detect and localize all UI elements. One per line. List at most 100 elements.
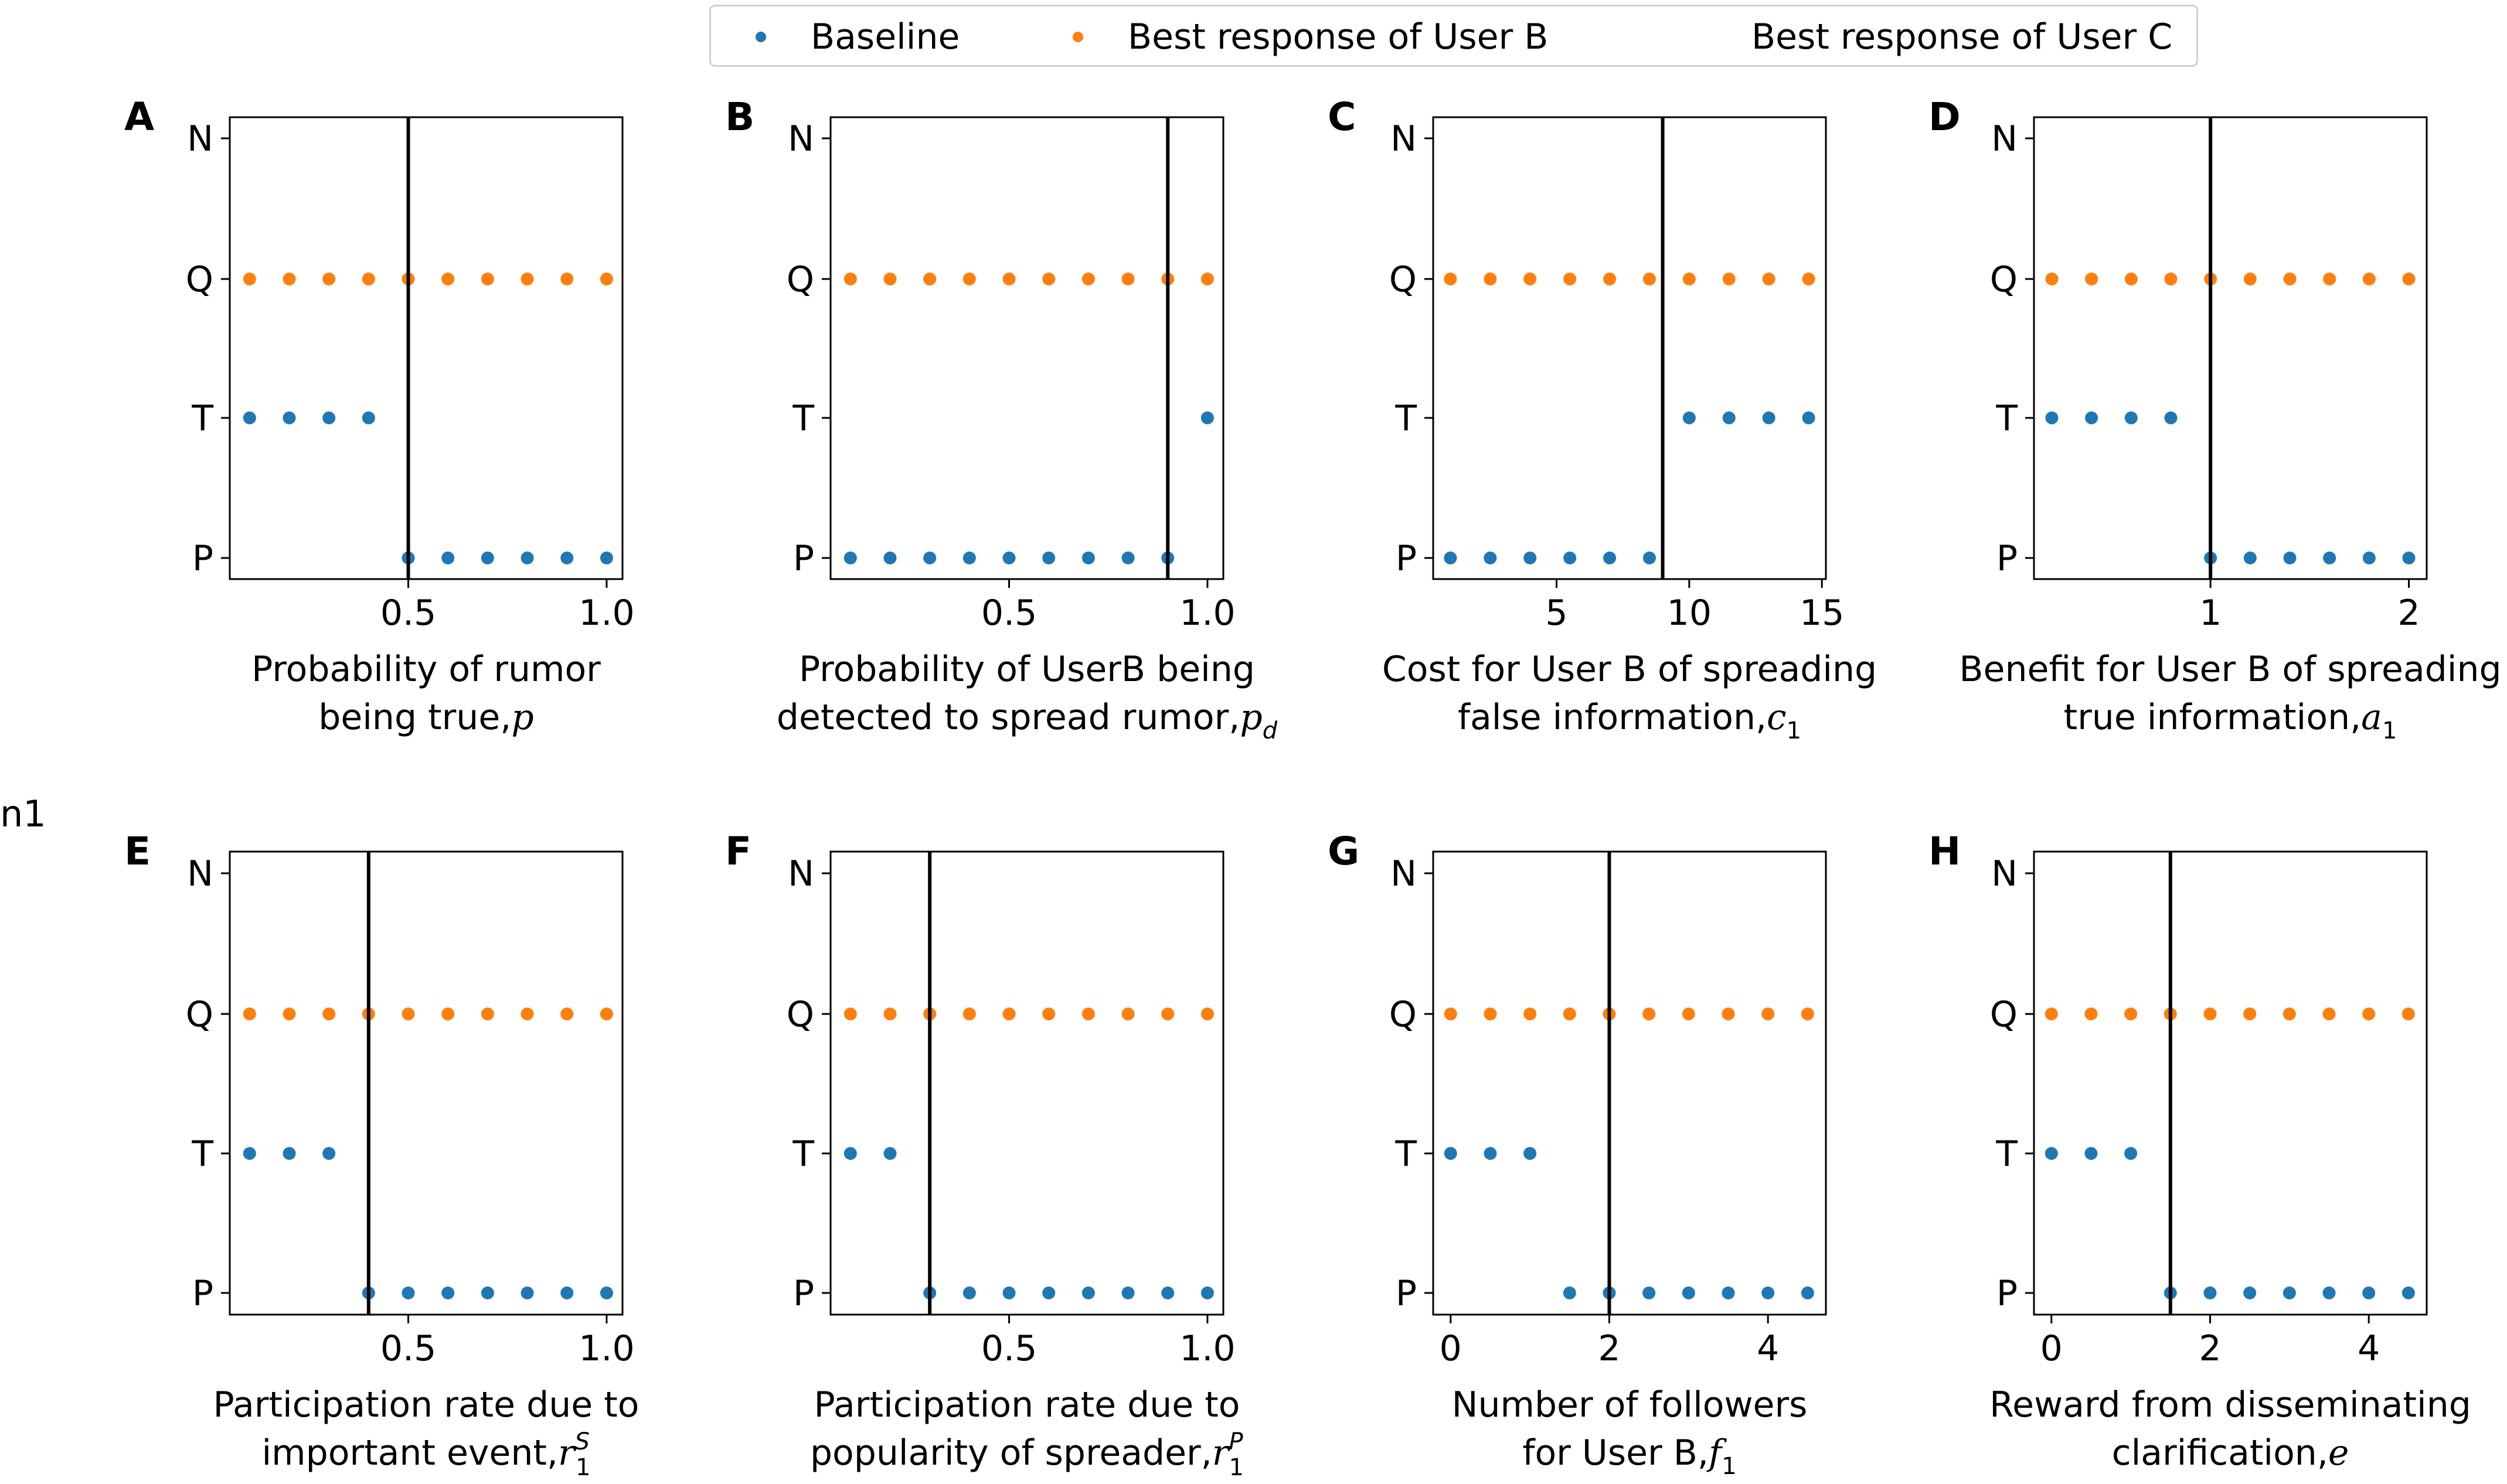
legend-label-baseline: Baseline <box>811 16 960 57</box>
baseline-point <box>600 1286 613 1299</box>
baseline-point <box>2045 1147 2058 1160</box>
user-b-point <box>441 1008 455 1020</box>
user-b-point <box>441 273 455 285</box>
x-axis-label-line1: Probability of rumor <box>251 649 601 690</box>
plot-frame <box>1432 116 1827 580</box>
baseline-point <box>600 552 613 564</box>
user-b-point <box>1722 1008 1735 1020</box>
baseline-point <box>1642 1286 1656 1299</box>
baseline-point <box>2283 1286 2296 1299</box>
x-tick-label: 4 <box>1757 1328 1779 1369</box>
baseline-point <box>2243 552 2257 564</box>
baseline-point <box>243 411 256 424</box>
user-b-point <box>1121 1008 1135 1020</box>
x-tick-label: 1.0 <box>1179 1328 1235 1369</box>
y-tick-label: Q <box>1389 994 1417 1035</box>
panel-letter: F <box>725 829 751 874</box>
user-b-point <box>600 273 613 285</box>
baseline-point <box>1002 1286 1016 1299</box>
x-tick-label: 2 <box>2199 1328 2221 1369</box>
baseline-point <box>1444 1147 1457 1160</box>
x-tick-label: 0 <box>1440 1328 1462 1369</box>
user-b-point <box>560 273 574 285</box>
y-tick-label: P <box>1996 1273 2018 1314</box>
baseline-point <box>441 552 455 564</box>
plot-frame <box>2033 116 2428 580</box>
y-tick-label: P <box>1396 538 1417 579</box>
x-axis-label-line2: false information,c1 <box>1458 697 1801 744</box>
x-tick-label: 0.5 <box>380 1328 436 1369</box>
baseline-point <box>481 1286 494 1299</box>
user-b-point <box>1444 273 1457 285</box>
user-b-point <box>2362 1008 2376 1020</box>
panel-letter: D <box>1928 94 1961 139</box>
user-b-point <box>2323 273 2336 285</box>
chart-b: B P T Q N 0.5 1.0 Probability of UserB being det… <box>725 94 1278 744</box>
y-tick-label: N <box>187 118 213 159</box>
user-b-point <box>2402 273 2416 285</box>
baseline-point <box>2283 552 2297 564</box>
baseline-point <box>843 1147 857 1160</box>
panel-letter: C <box>1328 94 1356 139</box>
plot-frame <box>229 850 624 1316</box>
baseline-point <box>2124 1147 2138 1160</box>
y-tick-label: N <box>1390 118 1417 159</box>
y-tick-label: N <box>1390 853 1417 894</box>
user-b-point <box>1042 273 1056 285</box>
y-tick-label: P <box>793 1273 814 1314</box>
panel-letter: E <box>124 829 151 874</box>
plot-frame <box>229 116 624 580</box>
user-b-point <box>2045 273 2059 285</box>
chart-d: D P T Q N 1 2 Benefit for User B of spreading tr… <box>1928 94 2502 744</box>
baseline-point <box>1042 1286 1056 1299</box>
y-tick-label: Q <box>1990 994 2018 1035</box>
user-b-point <box>1642 1008 1656 1020</box>
baseline-point <box>1081 1286 1095 1299</box>
baseline-point <box>1682 411 1696 424</box>
stray-label: n1 <box>0 792 46 835</box>
user-b-point <box>1042 1008 1056 1020</box>
y-tick-label: Q <box>1990 259 2018 300</box>
x-tick-label: 10 <box>1667 593 1712 634</box>
baseline-point <box>1081 552 1095 564</box>
user-b-point <box>1200 1008 1214 1020</box>
baseline-point <box>1801 1286 1814 1299</box>
user-b-point <box>2203 1008 2217 1020</box>
y-tick-label: P <box>192 538 213 579</box>
y-tick-label: P <box>793 538 814 579</box>
baseline-point <box>2362 552 2376 564</box>
baseline-point <box>283 1147 296 1160</box>
user-b-point <box>2283 1008 2296 1020</box>
user-b-point <box>1200 273 1214 285</box>
user-b-point <box>2045 1008 2058 1020</box>
user-b-point <box>1523 273 1537 285</box>
user-b-point <box>243 1008 256 1020</box>
baseline-point <box>521 1286 534 1299</box>
user-b-point <box>1002 273 1016 285</box>
chart-e: E P T Q N 0.5 1.0 Participation rate due toimpo… <box>124 829 639 1481</box>
panel-letter: H <box>1928 829 1961 874</box>
user-b-point <box>1722 273 1736 285</box>
user-b-point <box>2243 273 2257 285</box>
x-tick-label: 1 <box>2199 593 2222 634</box>
baseline-point <box>923 552 937 564</box>
x-tick-label: 2 <box>1598 1328 1620 1369</box>
user-b-point <box>2085 273 2098 285</box>
x-tick-label: 15 <box>1800 593 1844 634</box>
user-b-point <box>521 1008 534 1020</box>
user-b-point <box>1603 273 1617 285</box>
baseline-point <box>883 552 897 564</box>
x-axis-label-line2: popularity of spreader,rP 1 <box>810 1428 1244 1481</box>
user-b-point <box>2322 1008 2336 1020</box>
x-tick-label: 0 <box>2040 1328 2063 1369</box>
x-tick-label: 0.5 <box>380 593 436 634</box>
baseline-point <box>1200 411 1214 424</box>
x-axis-label-line1: Benefit for User B of spreading <box>1959 649 2501 690</box>
user-b-marker <box>1073 32 1083 42</box>
baseline-point <box>2402 552 2416 564</box>
user-b-point <box>883 1008 897 1020</box>
y-tick-label: T <box>1995 1134 2018 1175</box>
x-axis-label-line2: being true,p <box>318 697 533 738</box>
y-tick-label: P <box>192 1273 213 1314</box>
